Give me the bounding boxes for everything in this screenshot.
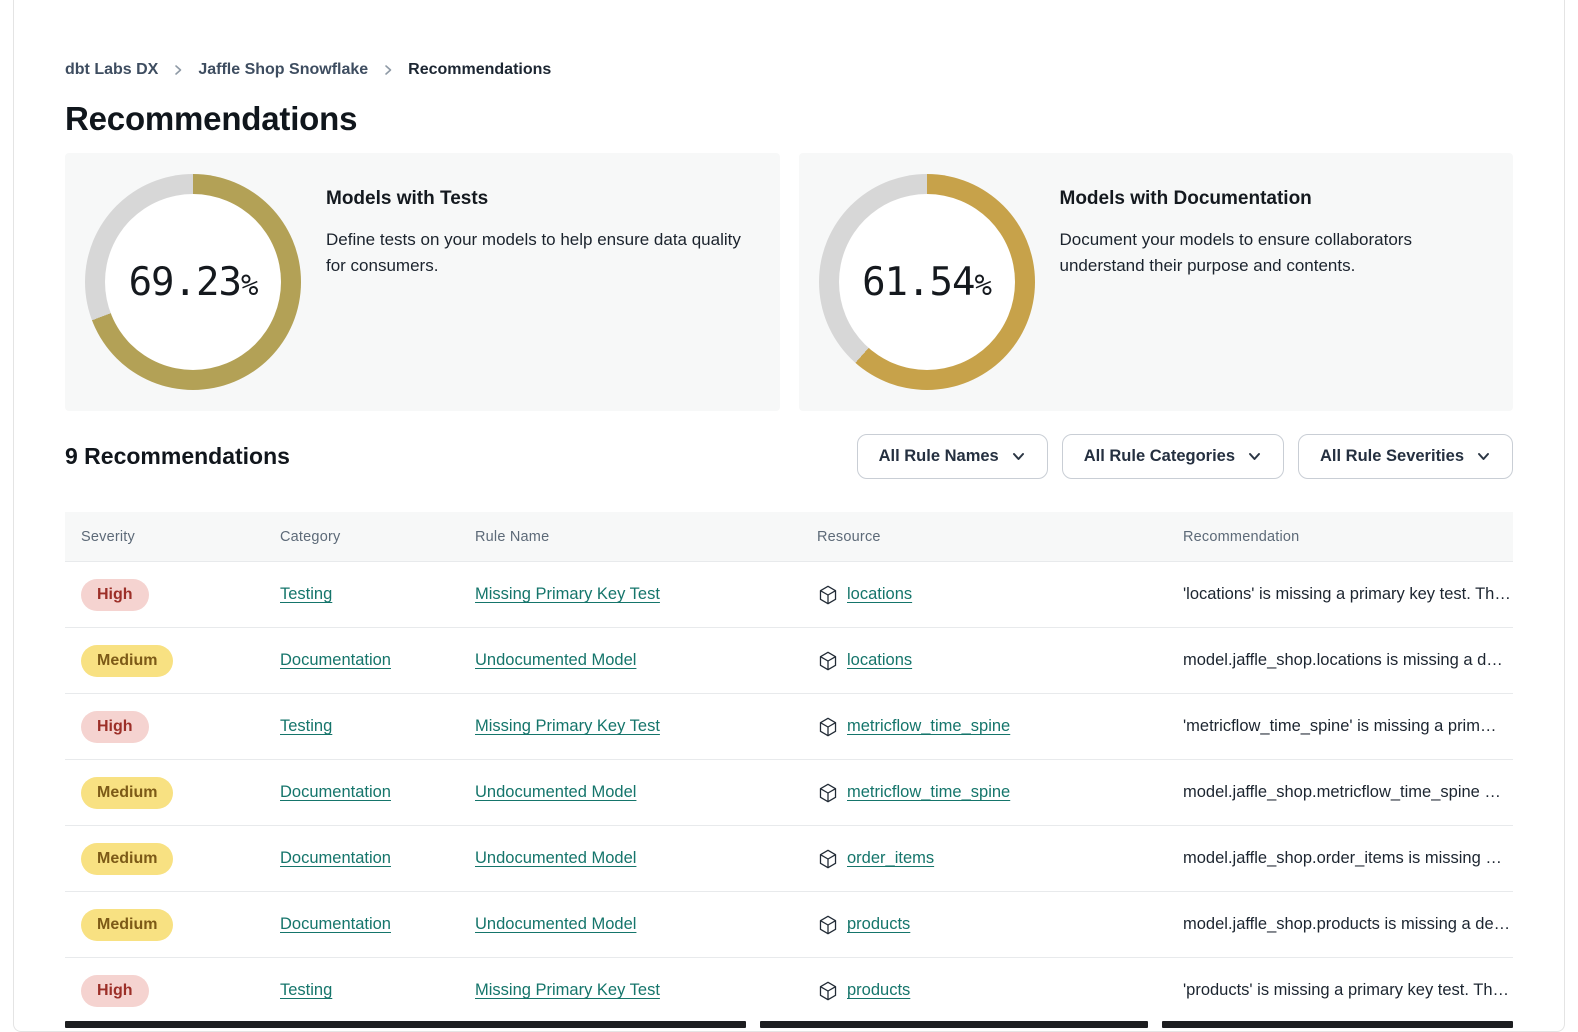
recommendation-text: model.jaffle_shop.order_items is missing…: [1167, 849, 1513, 868]
recommendation-text: model.jaffle_shop.metricflow_time_spine …: [1167, 783, 1513, 802]
severity-badge: Medium: [81, 645, 173, 677]
category-link[interactable]: Testing: [280, 981, 332, 999]
tests-percent-value: 69.23%: [129, 260, 258, 305]
category-link[interactable]: Testing: [280, 717, 332, 735]
table-row: High Testing Missing Primary Key Test lo…: [65, 561, 1513, 627]
severity-badge: High: [81, 579, 149, 611]
app-window: dbt Labs DX Jaffle Shop Snowflake Recomm…: [13, 0, 1565, 1032]
resource-link[interactable]: locations: [847, 585, 912, 604]
documentation-donut-chart: 61.54%: [819, 174, 1035, 390]
table-header-row: Severity Category Rule Name Resource Rec…: [65, 512, 1513, 561]
resource-link[interactable]: products: [847, 915, 910, 934]
recommendation-text: model.jaffle_shop.products is missing a …: [1167, 915, 1513, 934]
resource-link[interactable]: products: [847, 981, 910, 1000]
model-cube-icon: [817, 584, 839, 606]
severity-badge: High: [81, 711, 149, 743]
chevron-right-icon: [172, 64, 184, 76]
column-header-recommendation: Recommendation: [1167, 529, 1513, 545]
chevron-down-icon: [1247, 449, 1262, 464]
table-row: Medium Documentation Undocumented Model …: [65, 825, 1513, 891]
resource-link[interactable]: locations: [847, 651, 912, 670]
rule-name-link[interactable]: Missing Primary Key Test: [475, 717, 660, 735]
breadcrumb-item-current: Recommendations: [408, 61, 551, 79]
model-cube-icon: [817, 848, 839, 870]
chevron-down-icon: [1476, 449, 1491, 464]
documentation-percent-value: 61.54%: [862, 260, 991, 305]
card-title: Models with Documentation: [1060, 188, 1494, 210]
severity-badge: Medium: [81, 843, 173, 875]
recommendation-text: model.jaffle_shop.locations is missing a…: [1167, 651, 1513, 670]
chevron-down-icon: [1011, 449, 1026, 464]
models-with-tests-card: 69.23% Models with Tests Define tests on…: [65, 153, 780, 411]
clipped-next-row: [65, 1021, 1513, 1028]
model-cube-icon: [817, 980, 839, 1002]
breadcrumb: dbt Labs DX Jaffle Shop Snowflake Recomm…: [65, 61, 1513, 79]
recommendation-text: 'products' is missing a primary key test…: [1167, 981, 1513, 1000]
breadcrumb-item-dbt-labs-dx[interactable]: dbt Labs DX: [65, 61, 158, 79]
category-link[interactable]: Documentation: [280, 849, 391, 867]
recommendation-text: 'locations' is missing a primary key tes…: [1167, 585, 1513, 604]
table-row: High Testing Missing Primary Key Test pr…: [65, 957, 1513, 1023]
card-description: Define tests on your models to help ensu…: [326, 227, 760, 279]
model-cube-icon: [817, 716, 839, 738]
category-link[interactable]: Testing: [280, 585, 332, 603]
model-cube-icon: [817, 914, 839, 936]
severity-badge: Medium: [81, 909, 173, 941]
category-link[interactable]: Documentation: [280, 783, 391, 801]
table-body: High Testing Missing Primary Key Test lo…: [65, 561, 1513, 1023]
card-description: Document your models to ensure collabora…: [1060, 227, 1494, 279]
tests-donut-chart: 69.23%: [85, 174, 301, 390]
rule-categories-filter-dropdown[interactable]: All Rule Categories: [1062, 434, 1284, 479]
rule-name-link[interactable]: Missing Primary Key Test: [475, 585, 660, 603]
column-header-category: Category: [264, 529, 459, 545]
model-cube-icon: [817, 782, 839, 804]
recommendation-text: 'metricflow_time_spine' is missing a pri…: [1167, 717, 1513, 736]
breadcrumb-item-project[interactable]: Jaffle Shop Snowflake: [198, 61, 368, 79]
table-row: Medium Documentation Undocumented Model …: [65, 891, 1513, 957]
rule-name-link[interactable]: Undocumented Model: [475, 915, 636, 933]
page-title: Recommendations: [65, 100, 1513, 138]
chevron-right-icon: [382, 64, 394, 76]
table-row: Medium Documentation Undocumented Model …: [65, 759, 1513, 825]
category-link[interactable]: Documentation: [280, 915, 391, 933]
severity-badge: High: [81, 975, 149, 1007]
model-cube-icon: [817, 650, 839, 672]
filter-bar: All Rule Names All Rule Categories All R…: [857, 434, 1513, 479]
models-with-documentation-card: 61.54% Models with Documentation Documen…: [799, 153, 1514, 411]
severity-badge: Medium: [81, 777, 173, 809]
table-row: High Testing Missing Primary Key Test me…: [65, 693, 1513, 759]
recommendations-table: Severity Category Rule Name Resource Rec…: [65, 512, 1513, 1023]
rule-name-link[interactable]: Missing Primary Key Test: [475, 981, 660, 999]
recommendations-count: 9 Recommendations: [65, 443, 290, 470]
column-header-resource: Resource: [801, 529, 1167, 545]
card-title: Models with Tests: [326, 188, 760, 210]
rule-name-link[interactable]: Undocumented Model: [475, 783, 636, 801]
table-row: Medium Documentation Undocumented Model …: [65, 627, 1513, 693]
column-header-severity: Severity: [65, 529, 264, 545]
rule-severities-filter-dropdown[interactable]: All Rule Severities: [1298, 434, 1513, 479]
resource-link[interactable]: metricflow_time_spine: [847, 717, 1010, 736]
rule-name-link[interactable]: Undocumented Model: [475, 849, 636, 867]
column-header-rule-name: Rule Name: [459, 529, 801, 545]
resource-link[interactable]: order_items: [847, 849, 934, 868]
metric-cards: 69.23% Models with Tests Define tests on…: [65, 153, 1513, 411]
rule-names-filter-dropdown[interactable]: All Rule Names: [857, 434, 1048, 479]
resource-link[interactable]: metricflow_time_spine: [847, 783, 1010, 802]
rule-name-link[interactable]: Undocumented Model: [475, 651, 636, 669]
category-link[interactable]: Documentation: [280, 651, 391, 669]
